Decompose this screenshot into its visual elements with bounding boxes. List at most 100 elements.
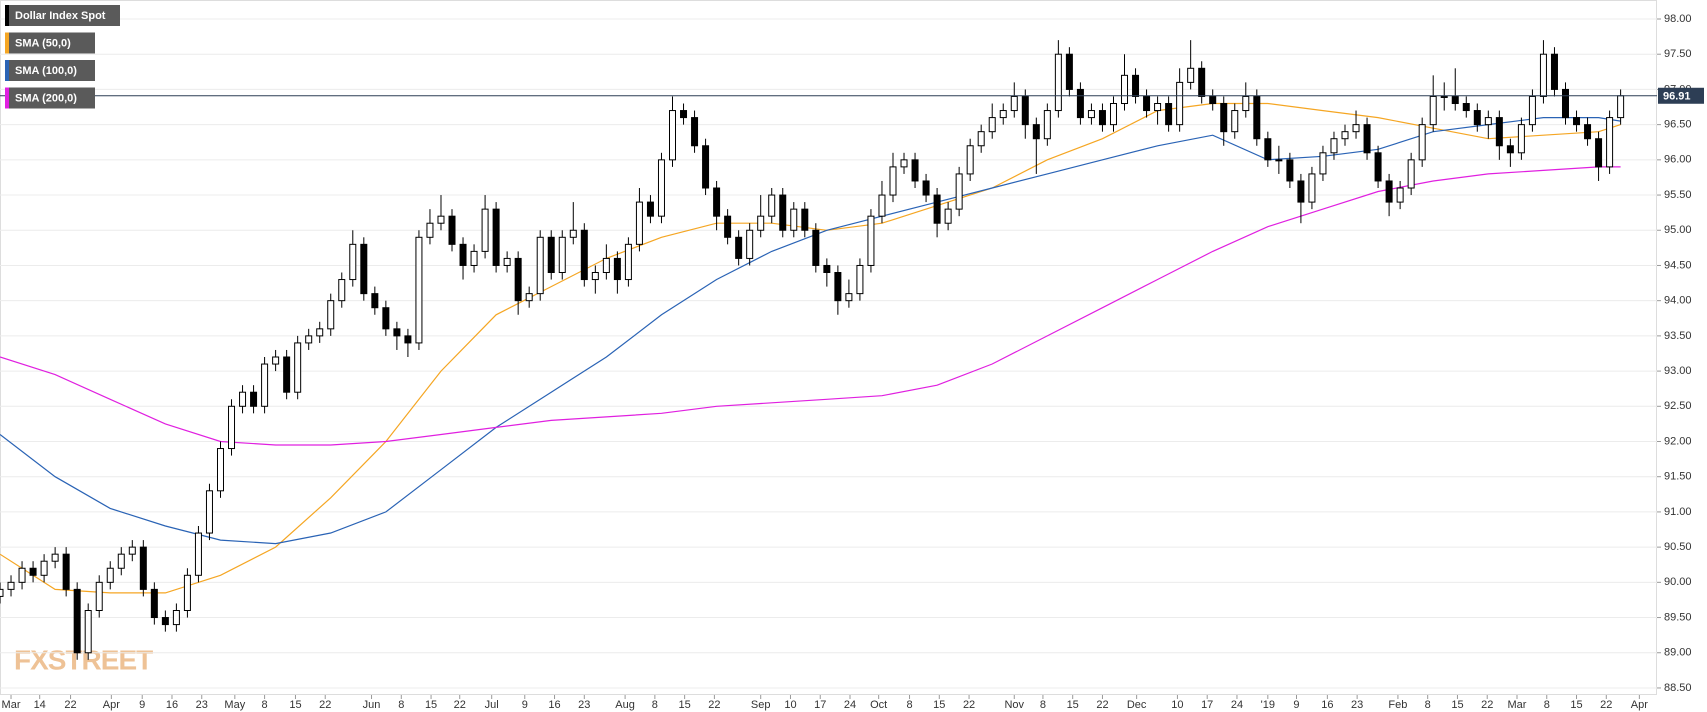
candle-body (272, 356, 280, 365)
y-tick-label: 88.50 (1664, 682, 1692, 694)
x-tick-label: Feb (1388, 699, 1407, 711)
x-tick-label: Aug (615, 699, 635, 711)
candle-body (1253, 95, 1261, 140)
candle-body (228, 405, 236, 450)
candle-body (415, 236, 423, 344)
candle-body (62, 553, 70, 590)
candle-body (1198, 67, 1206, 97)
candle-body (911, 159, 919, 182)
legend-item: SMA (50,0) (5, 32, 95, 54)
candle-body (1209, 95, 1217, 105)
legend-label: SMA (100,0) (15, 65, 77, 77)
candle-body (867, 215, 875, 266)
x-tick-label: 14 (34, 699, 46, 711)
candle-body (1043, 110, 1051, 140)
candle-body (812, 229, 820, 266)
candle-body (250, 391, 258, 407)
x-tick-label: May (224, 699, 245, 711)
candle-body (856, 264, 864, 295)
candle-body (404, 335, 412, 344)
candle-body (481, 208, 489, 252)
x-tick-label: 23 (196, 699, 208, 711)
last-price-label: 96.91 (1663, 91, 1691, 103)
y-tick-label: 98.00 (1664, 13, 1692, 25)
candle-body (1109, 103, 1117, 126)
candle-body (1132, 74, 1140, 97)
candle-body (691, 117, 699, 147)
candle-body (944, 208, 952, 224)
candle-body (261, 363, 269, 407)
x-tick-label: 15 (1067, 699, 1079, 711)
candle-body (1187, 67, 1195, 83)
x-tick-label: 22 (454, 699, 466, 711)
x-tick-label: Dec (1127, 699, 1147, 711)
y-tick-label: 95.50 (1664, 189, 1692, 201)
candle-body (702, 145, 710, 189)
candle-body (1517, 124, 1525, 154)
y-tick-label: 89.50 (1664, 611, 1692, 623)
candle-body (1076, 88, 1084, 119)
x-tick-label: 8 (906, 699, 912, 711)
candle-body (492, 208, 500, 266)
legend-box (5, 32, 95, 54)
candle-body (1561, 88, 1569, 119)
candle-body (0, 588, 4, 597)
candle-body (635, 201, 643, 245)
candle-body (547, 236, 555, 274)
x-tick-label: 22 (708, 699, 720, 711)
candle-body (955, 173, 963, 210)
x-tick-label: Mar (2, 699, 21, 711)
x-tick-label: 24 (844, 699, 856, 711)
candle-body (1462, 103, 1470, 112)
candle-body (1297, 180, 1305, 203)
candle-body (239, 391, 247, 407)
candle-body (1021, 95, 1029, 126)
x-tick-label: 8 (262, 699, 268, 711)
x-tick-label: Oct (870, 699, 887, 711)
candle-body (194, 532, 202, 576)
candle-body (371, 293, 379, 309)
candle-body (1010, 95, 1018, 112)
candle-body (724, 215, 732, 238)
candle-body (183, 574, 191, 612)
candle-body (1539, 53, 1547, 97)
candle-body (51, 553, 59, 562)
y-tick-label: 96.50 (1664, 119, 1692, 131)
x-tick-label: 8 (1425, 699, 1431, 711)
candle-body (426, 222, 434, 238)
candle-body (1374, 152, 1382, 182)
candle-body (327, 300, 335, 330)
candle-body (1363, 124, 1371, 154)
candle-body (713, 187, 721, 217)
candle-body (834, 272, 842, 302)
candle-body (801, 208, 809, 231)
x-tick-label: 10 (1171, 699, 1183, 711)
candle-body (7, 581, 15, 590)
candle-body (746, 229, 754, 259)
x-tick-label: 8 (398, 699, 404, 711)
candle-body (349, 243, 357, 281)
y-tick-label: 93.00 (1664, 365, 1692, 377)
last-price-tag (1658, 87, 1704, 104)
x-tick-label: 22 (1481, 699, 1493, 711)
candle-body (448, 215, 456, 245)
candle-body (128, 546, 136, 555)
y-tick-label: 91.00 (1664, 506, 1692, 518)
x-tick-label: 8 (652, 699, 658, 711)
candle-body (73, 588, 81, 654)
candle-body (1352, 124, 1360, 133)
legend-swatch (5, 60, 9, 81)
y-tick-label: 90.00 (1664, 576, 1692, 588)
candle-body (1573, 117, 1581, 126)
candle-body (205, 490, 213, 534)
candle-body (29, 567, 37, 576)
candle-body (669, 110, 677, 161)
candle-body (999, 110, 1007, 119)
candle-body (602, 257, 610, 274)
candle-body (316, 328, 324, 337)
x-tick-label: 15 (679, 699, 691, 711)
candle-body (988, 117, 996, 133)
candle-body (40, 560, 48, 576)
